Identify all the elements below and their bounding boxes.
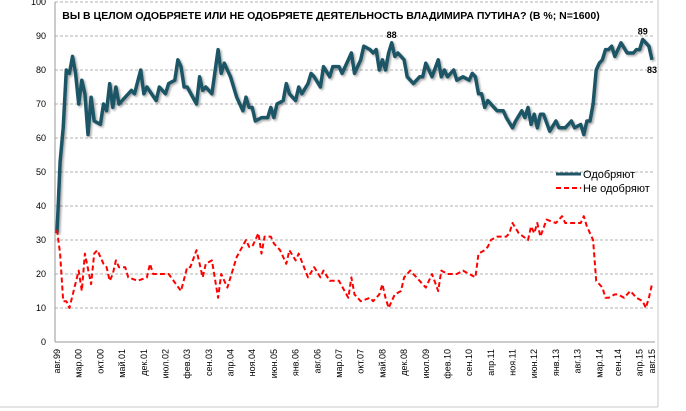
x-tick-label: авг.15 <box>647 349 657 373</box>
chart-title: ВЫ В ЦЕЛОМ ОДОБРЯЕТЕ ИЛИ НЕ ОДОБРЯЕТЕ ДЕ… <box>62 10 599 22</box>
y-axis-ticks: 0 10 20 30 40 50 60 70 80 90 100 <box>31 0 46 347</box>
y-tick-label: 80 <box>36 65 46 75</box>
x-tick-label: окт.00 <box>95 349 105 374</box>
x-tick-label: июл.02 <box>160 349 170 378</box>
y-tick-label: 0 <box>41 337 46 347</box>
y-tick-label: 70 <box>36 99 46 109</box>
x-tick-label: май.01 <box>117 349 127 378</box>
y-tick-label: 40 <box>36 201 46 211</box>
y-tick-label: 10 <box>36 303 46 313</box>
x-tick-label: мар.07 <box>334 349 344 378</box>
data-label: 88 <box>387 30 397 40</box>
y-tick-label: 90 <box>36 31 46 41</box>
legend-label-approve: Одобряют <box>583 169 635 181</box>
x-tick-label: апр.11 <box>486 349 496 376</box>
x-tick-label: дек.01 <box>139 349 149 376</box>
y-tick-label: 30 <box>36 235 46 245</box>
x-tick-label: авг.99 <box>52 349 62 373</box>
x-tick-label: фев.10 <box>442 349 452 379</box>
series-group <box>55 37 654 309</box>
series-line-disapprove <box>56 215 653 309</box>
x-tick-label: апр.15 <box>635 349 645 376</box>
x-tick-label: май.08 <box>377 349 387 378</box>
x-tick-label: мар.14 <box>594 349 604 378</box>
x-tick-label: янв.13 <box>551 349 561 376</box>
data-label: 89 <box>638 26 648 36</box>
x-tick-label: сен.03 <box>204 349 214 376</box>
x-tick-label: мар.00 <box>74 349 84 378</box>
x-tick-label: июл.09 <box>421 349 431 378</box>
y-tick-label: 60 <box>36 133 46 143</box>
series-line-approve <box>55 37 654 234</box>
x-tick-label: фев.03 <box>182 349 192 379</box>
y-tick-label: 100 <box>31 0 46 7</box>
x-tick-label: дек.08 <box>399 349 409 376</box>
gridlines <box>55 1 655 309</box>
x-axis-ticks: авг.99 мар.00 окт.00 май.01 дек.01 июл.02 фев.… <box>52 349 657 379</box>
x-tick-label: сен.10 <box>464 349 474 376</box>
data-labels: 88 89 83 <box>387 26 657 74</box>
legend-label-disapprove: Не одобряют <box>583 183 650 195</box>
y-tick-label: 20 <box>36 269 46 279</box>
x-tick-label: июн.05 <box>269 349 279 378</box>
x-tick-label: янв.06 <box>291 349 301 376</box>
y-tick-label: 50 <box>36 167 46 177</box>
data-label: 83 <box>647 65 657 75</box>
x-tick-label: ноя.11 <box>508 349 518 376</box>
x-tick-label: авг.06 <box>312 349 322 373</box>
x-tick-label: авг.13 <box>573 349 583 373</box>
x-tick-label: ноя.04 <box>247 349 257 376</box>
x-tick-label: июн.12 <box>529 349 539 378</box>
x-tick-label: окт.07 <box>356 349 366 374</box>
legend: Одобряют Не одобряют <box>556 169 650 195</box>
x-tick-label: сен.14 <box>613 349 623 376</box>
x-tick-label: апр.04 <box>226 349 236 376</box>
